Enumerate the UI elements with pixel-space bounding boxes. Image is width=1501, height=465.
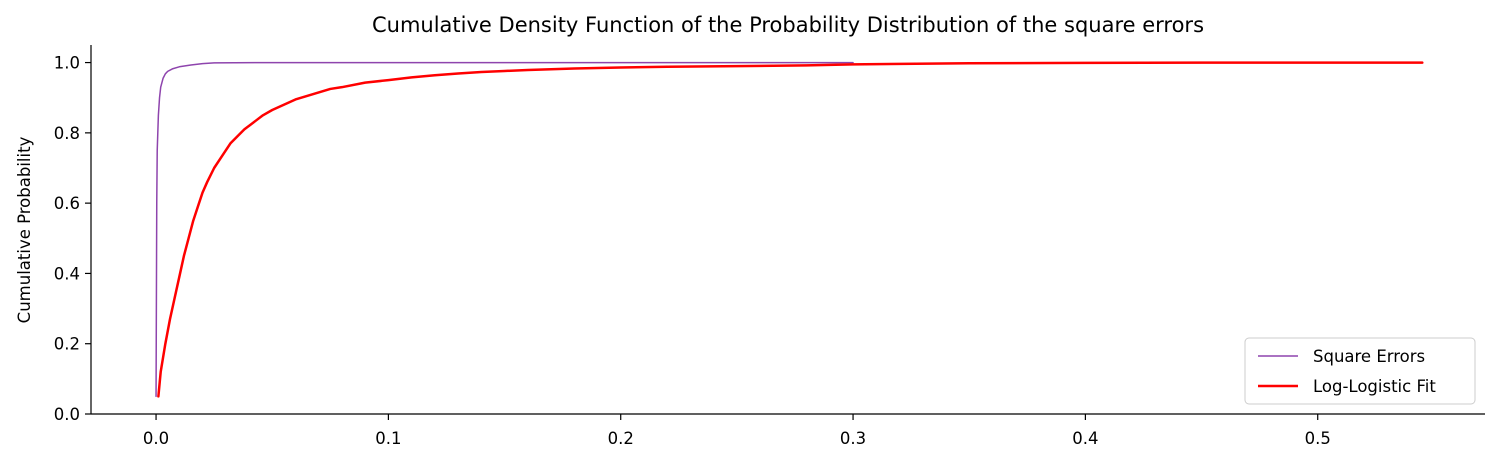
legend-entries: Square Errors Log-Logistic Fit — [1258, 347, 1436, 396]
y-tick-label: 0.0 — [54, 405, 80, 424]
x-tick-label: 0.1 — [375, 429, 401, 448]
y-tick-label: 1.0 — [54, 54, 80, 73]
plot-area: 0.0 0.1 0.2 0.3 0.4 0.5 0.0 0.2 0.4 0.6 0.8 1.0 — [54, 45, 1485, 448]
y-tick-label: 0.8 — [54, 124, 80, 143]
chart-title: Cumulative Density Function of the Proba… — [372, 13, 1204, 37]
x-tick-label: 0.5 — [1305, 429, 1331, 448]
x-ticks: 0.0 0.1 0.2 0.3 0.4 0.5 — [143, 414, 1331, 448]
x-tick-label: 0.4 — [1072, 429, 1098, 448]
x-tick-label: 0.3 — [840, 429, 866, 448]
y-axis-label: Cumulative Probability — [15, 136, 34, 323]
x-tick-label: 0.0 — [143, 429, 169, 448]
legend-label: Square Errors — [1313, 347, 1425, 366]
legend-label: Log-Logistic Fit — [1313, 377, 1436, 396]
legend-box — [1244, 337, 1476, 405]
y-tick-label: 0.4 — [54, 264, 80, 283]
y-tick-label: 0.6 — [54, 194, 80, 213]
legend: Square Errors Log-Logistic Fit — [1244, 337, 1476, 405]
series-layer — [155, 61, 1424, 398]
series-line-log-logistic-fit — [157, 61, 1424, 398]
series-line-square-errors — [155, 61, 854, 398]
y-tick-label: 0.2 — [54, 335, 80, 354]
y-ticks: 0.0 0.2 0.4 0.6 0.8 1.0 — [54, 54, 91, 424]
x-tick-label: 0.2 — [608, 429, 634, 448]
